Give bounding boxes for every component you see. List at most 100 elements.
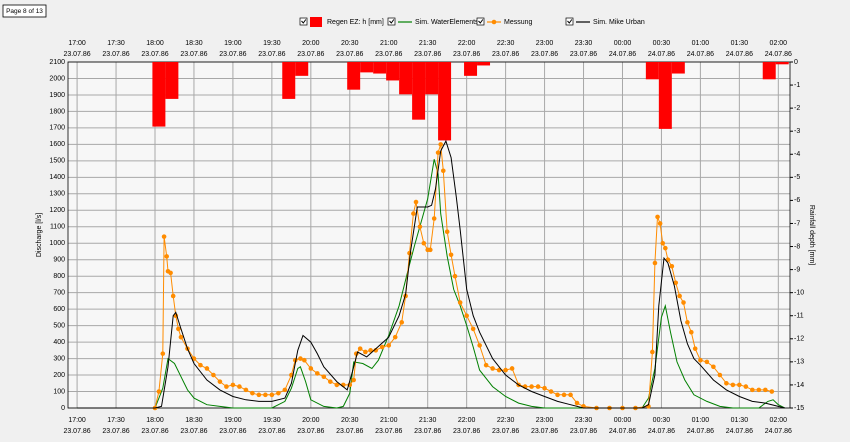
y-tick-label: 2100 <box>49 59 65 66</box>
marker <box>407 250 412 256</box>
marker <box>168 270 173 276</box>
marker <box>448 252 454 258</box>
y-tick-label: 400 <box>53 339 65 346</box>
legend-check <box>567 19 573 24</box>
marker <box>321 374 327 379</box>
marker <box>457 300 463 305</box>
series-line <box>77 139 785 409</box>
marker <box>256 392 262 398</box>
y2-axis-label: Rainfall depth [mm] <box>808 205 815 265</box>
x-tick-label: 24.07.86 <box>648 428 675 435</box>
marker <box>737 382 742 388</box>
x-tick-label: 23:00 <box>536 417 554 424</box>
marker <box>276 390 281 396</box>
y-tick-label: 1500 <box>49 158 65 165</box>
x-tick-label-top: 23:00 <box>536 40 554 47</box>
y2-tick-label: -12 <box>794 336 804 343</box>
rain-bar <box>399 62 413 95</box>
marker <box>568 392 573 398</box>
y2-tick-label: -13 <box>794 359 804 366</box>
y2-tick-label: -2 <box>794 105 800 112</box>
x-tick-label: 19:30 <box>263 417 281 424</box>
marker <box>535 384 541 389</box>
marker <box>431 216 437 221</box>
marker <box>161 234 167 239</box>
x-tick-label: 24.07.86 <box>687 428 714 435</box>
marker <box>490 366 495 371</box>
legend-checkbox <box>565 17 574 26</box>
marker <box>509 366 515 371</box>
y-tick-label: 1300 <box>49 191 65 198</box>
y-tick-label: 900 <box>53 257 65 264</box>
marker <box>548 389 554 394</box>
y2-tick-label: -14 <box>794 382 804 389</box>
x-tick-label-top: 00:30 <box>653 40 671 47</box>
y-tick-label: 1100 <box>50 224 65 231</box>
x-tick-label-top: 20:00 <box>302 40 320 47</box>
marker <box>677 293 682 299</box>
marker <box>464 313 469 319</box>
marker <box>224 384 229 389</box>
marker <box>237 384 242 389</box>
x-tick-label: 23.07.86 <box>414 428 441 435</box>
x-tick-label: 20:00 <box>302 417 320 424</box>
x-tick-label-top: 01:30 <box>731 40 749 47</box>
rain-bar <box>671 62 685 74</box>
marker <box>178 334 184 340</box>
x-tick-label-top: 21:30 <box>419 40 437 47</box>
x-tick-label: 24.07.86 <box>765 428 792 435</box>
marker <box>704 359 710 365</box>
marker <box>269 392 275 398</box>
x-tick-label-top: 23.07.86 <box>180 51 207 58</box>
marker <box>198 362 203 368</box>
rain-bar <box>658 62 672 129</box>
x-tick-label: 17:00 <box>68 417 86 424</box>
marker <box>652 260 658 266</box>
x-tick-label: 01:00 <box>692 417 710 424</box>
marker <box>160 351 166 356</box>
marker <box>315 371 320 376</box>
rain-bar <box>775 62 789 65</box>
y-tick-label: 1400 <box>49 174 65 181</box>
marker <box>164 254 169 259</box>
legend-label: Regen EZ: h [mm] <box>327 19 384 26</box>
x-tick-label-top: 23.07.86 <box>531 51 558 58</box>
legend-swatch <box>310 17 322 27</box>
marker <box>692 346 698 351</box>
rain-bar <box>373 62 387 74</box>
x-tick-label: 20:30 <box>341 417 359 424</box>
legend-checkbox <box>387 17 396 26</box>
x-tick-label-top: 24.07.86 <box>687 51 714 58</box>
y-tick-label: 1900 <box>49 92 65 99</box>
x-tick-label: 23.07.86 <box>297 428 324 435</box>
marker <box>470 326 476 332</box>
marker <box>413 199 419 205</box>
marker <box>650 349 655 355</box>
legend-label: Messung <box>504 19 533 26</box>
rain-bar <box>295 62 309 76</box>
y-tick-label: 2000 <box>49 75 65 82</box>
y2-tick-label: -10 <box>794 290 804 297</box>
x-tick-label-top: 23.07.86 <box>297 51 324 58</box>
x-tick-label-top: 23.07.86 <box>219 51 246 58</box>
marker <box>363 349 368 355</box>
y-tick-label: 100 <box>53 388 65 395</box>
legend-check <box>389 19 395 24</box>
x-tick-label-top: 17:30 <box>107 40 125 47</box>
marker <box>673 280 679 286</box>
x-tick-label-top: 24.07.86 <box>609 51 636 58</box>
marker <box>483 362 489 368</box>
y2-tick-label: 0 <box>794 59 798 66</box>
marker <box>217 379 223 384</box>
marker <box>399 320 405 325</box>
series-line <box>77 159 786 409</box>
marker <box>392 334 398 340</box>
marker <box>698 357 703 363</box>
y2-tick-label: -15 <box>794 405 804 412</box>
x-tick-label: 24.07.86 <box>609 428 636 435</box>
x-tick-label-top: 23.07.86 <box>63 51 90 58</box>
marker <box>421 240 427 246</box>
marker <box>542 385 547 391</box>
y2-tick-label: -1 <box>794 82 800 89</box>
marker <box>411 211 416 216</box>
